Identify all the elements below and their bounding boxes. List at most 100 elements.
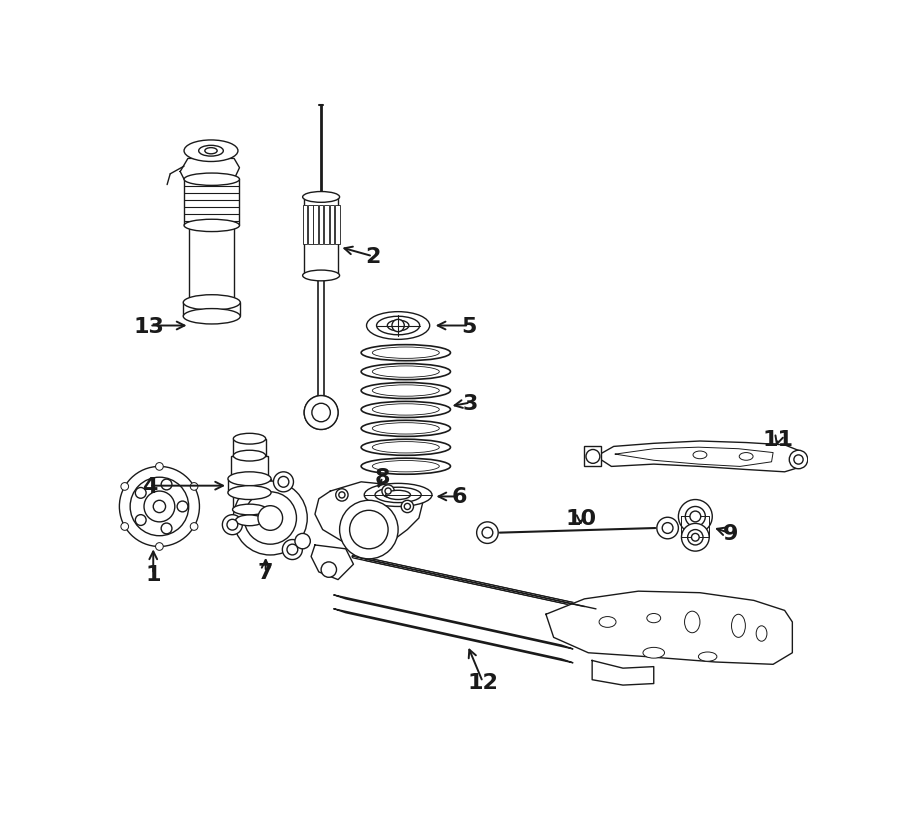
Polygon shape [546, 591, 792, 665]
Ellipse shape [184, 174, 239, 186]
Ellipse shape [236, 515, 264, 526]
Bar [236, 510, 264, 521]
Ellipse shape [228, 486, 271, 500]
Circle shape [227, 519, 238, 530]
Circle shape [304, 396, 338, 430]
Bar [584, 447, 601, 467]
Ellipse shape [233, 451, 266, 461]
Circle shape [688, 530, 703, 545]
Circle shape [685, 507, 706, 527]
Text: 12: 12 [467, 672, 499, 692]
Text: 9: 9 [723, 523, 738, 544]
Ellipse shape [373, 385, 439, 397]
Bar [233, 439, 266, 456]
Text: 3: 3 [463, 393, 478, 413]
Circle shape [144, 491, 175, 522]
Circle shape [258, 506, 283, 531]
Ellipse shape [376, 317, 419, 335]
Ellipse shape [233, 434, 266, 445]
Bar [313, 205, 318, 245]
Polygon shape [180, 160, 239, 182]
Bar [231, 456, 268, 479]
Ellipse shape [599, 617, 616, 628]
Circle shape [691, 533, 699, 542]
Ellipse shape [302, 193, 339, 203]
Text: 1: 1 [146, 565, 161, 585]
Circle shape [312, 404, 330, 423]
Ellipse shape [361, 402, 451, 418]
Bar [335, 205, 339, 245]
Text: 4: 4 [141, 476, 158, 496]
Circle shape [244, 492, 296, 544]
Circle shape [404, 504, 410, 510]
Circle shape [336, 489, 348, 501]
Ellipse shape [739, 453, 753, 461]
Ellipse shape [366, 313, 429, 340]
Ellipse shape [231, 474, 268, 485]
Circle shape [156, 543, 163, 551]
Bar [228, 479, 271, 493]
Polygon shape [311, 545, 354, 580]
Circle shape [233, 481, 307, 555]
Ellipse shape [361, 364, 451, 380]
Circle shape [477, 522, 499, 544]
Circle shape [482, 528, 493, 538]
Text: 7: 7 [258, 562, 274, 582]
Ellipse shape [184, 309, 240, 324]
Bar [329, 205, 334, 245]
Text: 11: 11 [763, 429, 794, 449]
Circle shape [130, 478, 189, 536]
Circle shape [121, 523, 129, 531]
Text: 8: 8 [375, 467, 391, 488]
Circle shape [287, 544, 298, 555]
Bar [232, 493, 266, 510]
Bar [189, 226, 234, 303]
Circle shape [385, 489, 392, 495]
Ellipse shape [698, 653, 717, 662]
Ellipse shape [232, 504, 266, 515]
Circle shape [690, 511, 701, 522]
Ellipse shape [643, 648, 664, 658]
Circle shape [392, 320, 404, 332]
Polygon shape [596, 442, 804, 472]
Ellipse shape [361, 459, 451, 475]
Ellipse shape [732, 614, 745, 638]
Circle shape [121, 483, 129, 490]
Ellipse shape [361, 421, 451, 437]
Ellipse shape [373, 461, 439, 472]
Text: 5: 5 [462, 316, 477, 336]
Circle shape [789, 451, 808, 469]
Circle shape [278, 477, 289, 488]
Circle shape [338, 492, 345, 499]
Circle shape [679, 500, 712, 533]
Circle shape [153, 500, 166, 513]
Circle shape [190, 483, 198, 490]
Circle shape [135, 488, 146, 499]
Circle shape [349, 511, 388, 549]
Ellipse shape [387, 321, 409, 332]
Circle shape [222, 515, 242, 535]
Ellipse shape [373, 347, 439, 359]
Bar [308, 205, 312, 245]
Bar [319, 205, 323, 245]
Ellipse shape [373, 404, 439, 416]
Ellipse shape [361, 345, 451, 361]
Circle shape [135, 515, 146, 526]
Polygon shape [681, 517, 709, 538]
Circle shape [586, 450, 599, 464]
Ellipse shape [373, 366, 439, 378]
Ellipse shape [685, 611, 700, 633]
Ellipse shape [304, 396, 338, 430]
Ellipse shape [756, 626, 767, 642]
Circle shape [794, 456, 803, 465]
Polygon shape [315, 482, 423, 545]
Text: 10: 10 [565, 509, 596, 528]
Circle shape [190, 523, 198, 531]
Circle shape [161, 523, 172, 534]
Circle shape [657, 518, 679, 539]
Circle shape [120, 467, 200, 547]
Ellipse shape [184, 295, 240, 311]
Circle shape [295, 533, 310, 549]
Circle shape [382, 485, 394, 498]
Bar [184, 303, 240, 317]
